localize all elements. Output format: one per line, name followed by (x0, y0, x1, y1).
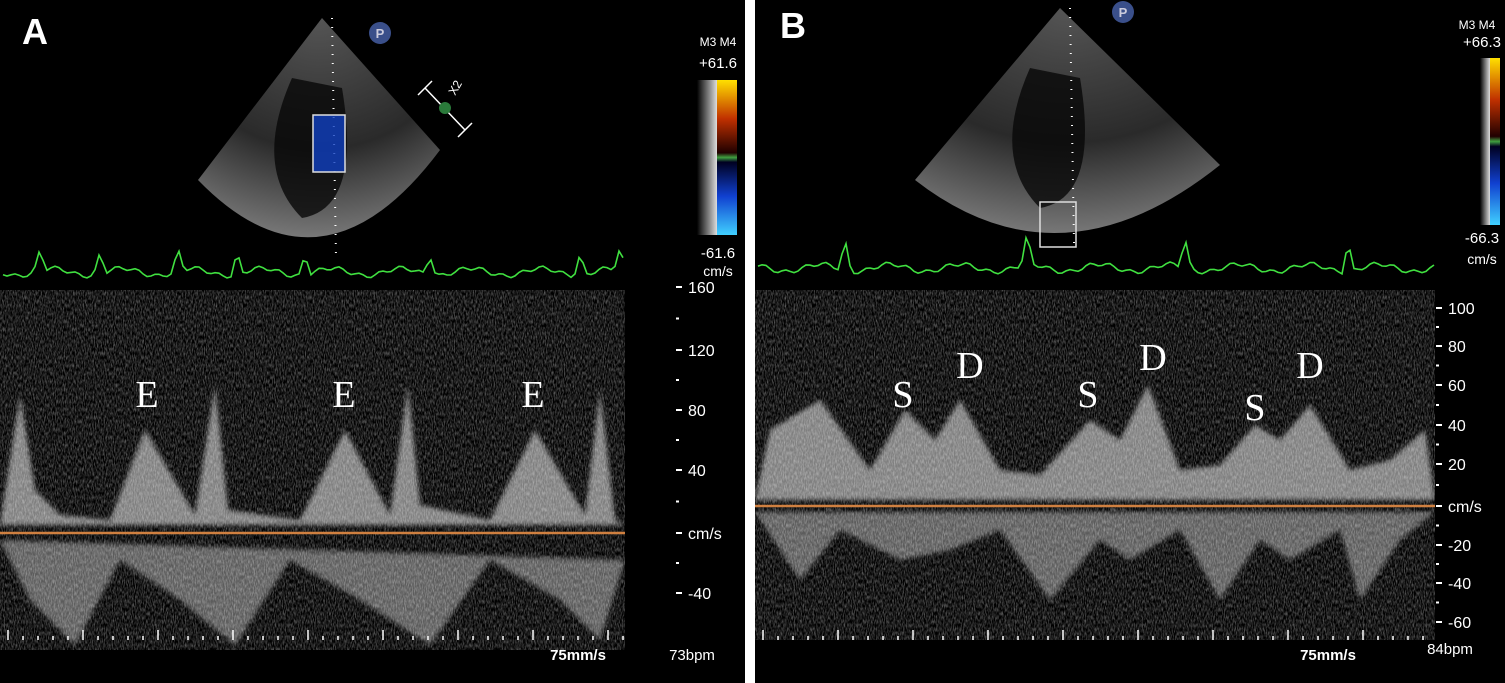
color-box-flow (313, 115, 345, 172)
velocity-tick-label: 40 (688, 463, 706, 480)
doppler-spectrum (755, 290, 1435, 640)
sweep-speed: 75mm/s (550, 647, 606, 664)
sweep-speed: 75mm/s (1300, 647, 1356, 664)
scale-header: M3 M4 (700, 35, 737, 49)
velocity-tick-label: cm/s (688, 526, 722, 543)
velocity-tick-label: 100 (1448, 301, 1475, 318)
panel-label: A (22, 11, 48, 52)
wave-label: D (1139, 337, 1166, 379)
velocity-tick-label: -40 (1448, 576, 1471, 593)
velocity-tick-label: 40 (1448, 418, 1466, 435)
spectral-noise (755, 290, 1435, 640)
velocity-tick-label: 160 (688, 280, 715, 297)
scale-header: M3 M4 (1459, 18, 1496, 32)
velocity-tick-label: 120 (688, 343, 715, 360)
ecg-trace (2, 248, 624, 279)
wave-label: S (1077, 374, 1098, 416)
color-scale-gray (697, 80, 717, 235)
sample-box (312, 114, 346, 173)
scale-max: +66.3 (1463, 34, 1501, 51)
scale-min: -61.6 (701, 245, 735, 262)
scale-max: +61.6 (699, 55, 737, 72)
wave-label: S (1244, 387, 1265, 429)
doppler-spectrum (0, 290, 625, 650)
velocity-tick-label: -40 (688, 586, 711, 603)
probe-marker-icon (369, 22, 391, 44)
wave-label: D (1296, 345, 1323, 387)
wave-label: E (332, 374, 355, 416)
color-scale-gray (1480, 58, 1490, 225)
velocity-tick-label: cm/s (1448, 499, 1482, 516)
focus-marker (439, 102, 451, 114)
wave-label: E (135, 374, 158, 416)
velocity-tick-label: -20 (1448, 538, 1471, 555)
scale-unit: cm/s (1467, 251, 1497, 267)
velocity-tick-label: 80 (688, 403, 706, 420)
spectral-noise (0, 290, 625, 650)
velocity-tick-label: 80 (1448, 339, 1466, 356)
color-scale-bar (717, 80, 737, 235)
scale-min: -66.3 (1465, 230, 1499, 247)
velocity-tick-label: 60 (1448, 378, 1466, 395)
scan-line (1069, 7, 1075, 244)
wave-label: E (521, 374, 544, 416)
probe-marker-icon (1112, 1, 1134, 23)
zoom-label: X2 (445, 78, 465, 98)
color-scale-bar (1490, 58, 1500, 225)
velocity-tick-label: 20 (1448, 457, 1466, 474)
echo-chamber (274, 78, 347, 218)
wave-label: D (956, 345, 983, 387)
heart-rate: 73bpm (669, 647, 715, 664)
heart-rate: 84bpm (1427, 641, 1473, 658)
echo-chamber (1012, 68, 1085, 208)
ecg-trace (757, 234, 1435, 276)
wave-label: S (892, 374, 913, 416)
sample-box (1039, 201, 1077, 248)
probe-marker: P (376, 26, 385, 41)
velocity-tick-label: -60 (1448, 615, 1471, 632)
scale-unit: cm/s (703, 263, 733, 279)
probe-marker: P (1119, 5, 1128, 20)
panel-label: B (780, 5, 806, 46)
